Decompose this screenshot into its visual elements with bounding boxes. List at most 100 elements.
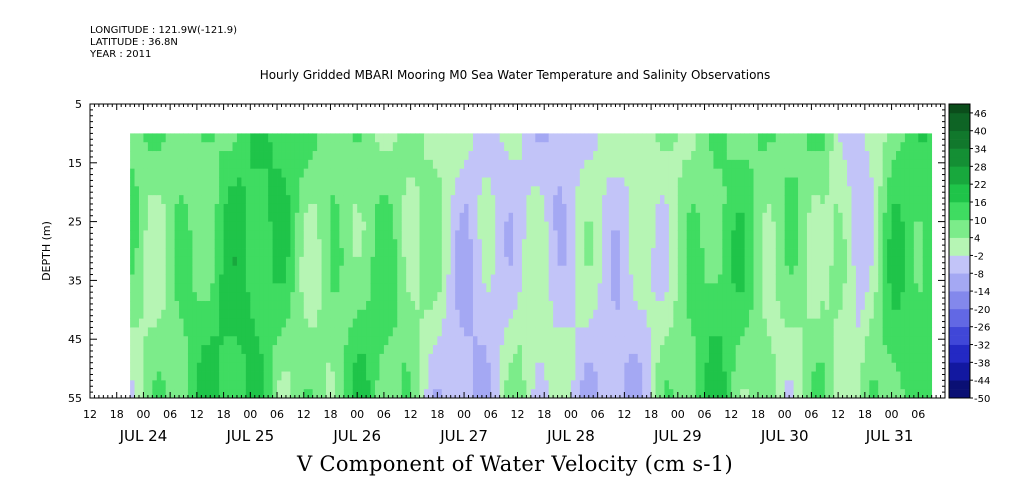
colorbar-swatch bbox=[949, 166, 970, 176]
colorbar-swatch bbox=[949, 326, 970, 336]
colorbar-swatch bbox=[949, 112, 970, 123]
x-tick-label: 12 bbox=[404, 408, 418, 421]
colorbar-swatch bbox=[949, 353, 970, 363]
colorbar-swatch bbox=[949, 121, 970, 132]
x-tick-label: 00 bbox=[136, 408, 150, 421]
colorbar-swatch bbox=[949, 104, 970, 114]
y-axis: 5 15 25 35 45 55 bbox=[68, 98, 945, 405]
x-tick-label: 12 bbox=[83, 408, 97, 421]
colorbar-swatch bbox=[949, 264, 970, 274]
colorbar-swatch bbox=[949, 175, 970, 185]
y-tick-label: 25 bbox=[68, 216, 82, 229]
x-day-label: JUL 28 bbox=[546, 427, 595, 445]
colorbar-label: -14 bbox=[974, 287, 990, 298]
x-day-label: JUL 29 bbox=[653, 427, 702, 445]
x-tick-label: 00 bbox=[457, 408, 471, 421]
colorbar-label: 34 bbox=[974, 145, 987, 156]
x-day-label: JUL 31 bbox=[865, 427, 914, 445]
colorbar-swatch bbox=[949, 139, 970, 149]
colorbar-label: -44 bbox=[974, 376, 990, 387]
x-tick-label: 00 bbox=[885, 408, 899, 421]
colorbar-label: 22 bbox=[974, 180, 987, 191]
x-day-label: JUL 25 bbox=[226, 427, 275, 445]
x-tick-label: 18 bbox=[537, 408, 551, 421]
colorbar-label: 46 bbox=[974, 109, 987, 120]
y-tick-label: 35 bbox=[68, 274, 82, 287]
x-tick-label: 12 bbox=[724, 408, 738, 421]
x-tick-label: 12 bbox=[297, 408, 311, 421]
colorbar-label: -50 bbox=[974, 394, 990, 405]
colorbar-label: -20 bbox=[974, 305, 990, 316]
y-tick-label: 15 bbox=[68, 157, 82, 170]
colorbar-label: 10 bbox=[974, 216, 987, 227]
colorbar-swatch bbox=[949, 202, 970, 212]
colorbar-label: 28 bbox=[974, 162, 987, 173]
colorbar-swatch bbox=[949, 300, 970, 310]
colorbar-swatch bbox=[949, 219, 970, 230]
colorbar-swatch bbox=[949, 246, 970, 256]
y-tick-label: 5 bbox=[75, 98, 82, 111]
x-tick-label: 18 bbox=[217, 408, 231, 421]
year-label: YEAR : 2011 bbox=[90, 49, 152, 60]
colorbar-swatch bbox=[949, 210, 970, 221]
x-day-label: JUL 27 bbox=[439, 427, 488, 445]
x-tick-label: 00 bbox=[350, 408, 364, 421]
colorbar-label: 40 bbox=[974, 127, 987, 138]
colorbar-swatch bbox=[949, 255, 970, 265]
colorbar-label: -38 bbox=[974, 358, 990, 369]
x-axis-title: V Component of Water Velocity (cm s-1) bbox=[297, 452, 733, 476]
colorbar-label: 16 bbox=[974, 198, 987, 209]
x-tick-label: 12 bbox=[617, 408, 631, 421]
x-tick-label: 06 bbox=[911, 408, 925, 421]
x-tick-label: 18 bbox=[110, 408, 124, 421]
x-tick-label: 00 bbox=[243, 408, 257, 421]
x-day-label: JUL 24 bbox=[119, 427, 168, 445]
x-tick-label: 06 bbox=[377, 408, 391, 421]
colorbar-swatch bbox=[949, 380, 970, 390]
colorbar-label: -26 bbox=[974, 323, 990, 334]
latitude-label: LATITUDE : 36.8N bbox=[90, 37, 178, 48]
x-tick-label: 18 bbox=[858, 408, 872, 421]
colorbar-swatch bbox=[949, 228, 970, 238]
x-tick-label: 06 bbox=[698, 408, 712, 421]
x-tick-label: 06 bbox=[484, 408, 498, 421]
x-tick-label: 12 bbox=[511, 408, 525, 421]
colorbar-swatch bbox=[949, 371, 970, 381]
colorbar-swatch bbox=[949, 157, 970, 167]
colorbar-swatch bbox=[949, 282, 970, 292]
heatmap-field bbox=[130, 133, 933, 399]
x-tick-label: 06 bbox=[591, 408, 605, 421]
colorbar-swatch bbox=[949, 193, 970, 203]
chart-title: Hourly Gridded MBARI Mooring M0 Sea Wate… bbox=[259, 68, 771, 82]
colorbar-label: -8 bbox=[974, 269, 984, 280]
x-day-label: JUL 26 bbox=[332, 427, 381, 445]
longitude-label: LONGITUDE : 121.9W(-121.9) bbox=[90, 25, 237, 36]
colorbar-swatch bbox=[949, 273, 970, 283]
x-tick-label: 06 bbox=[163, 408, 177, 421]
x-tick-label: 00 bbox=[778, 408, 792, 421]
colorbar-swatch bbox=[949, 335, 970, 345]
colorbar-swatch bbox=[949, 184, 970, 194]
colorbar-label: -2 bbox=[974, 251, 984, 262]
x-tick-label: 18 bbox=[430, 408, 444, 421]
y-tick-label: 45 bbox=[68, 333, 82, 346]
x-tick-label: 00 bbox=[564, 408, 578, 421]
colorbar-swatch bbox=[949, 344, 970, 354]
x-tick-label: 18 bbox=[644, 408, 658, 421]
x-tick-label: 18 bbox=[323, 408, 337, 421]
colorbar-swatch bbox=[949, 389, 970, 399]
y-tick-label: 55 bbox=[68, 392, 82, 405]
x-tick-label: 12 bbox=[831, 408, 845, 421]
colorbar-swatch bbox=[949, 130, 970, 140]
x-tick-label: 06 bbox=[270, 408, 284, 421]
colorbar-swatch bbox=[949, 148, 970, 158]
x-day-label: JUL 30 bbox=[760, 427, 809, 445]
colorbar-label: 4 bbox=[974, 234, 980, 245]
colorbar-label: -32 bbox=[974, 341, 990, 352]
colorbar-swatch bbox=[949, 362, 970, 372]
colorbar-swatch bbox=[949, 237, 970, 247]
colorbar: 46 40 34 28 22 16 10 4 -2 -8 -14 -20 -26 -32 -38 -44 -50 bbox=[948, 103, 990, 405]
y-axis-label: DEPTH (m) bbox=[40, 221, 53, 281]
colorbar-swatch bbox=[949, 291, 970, 301]
